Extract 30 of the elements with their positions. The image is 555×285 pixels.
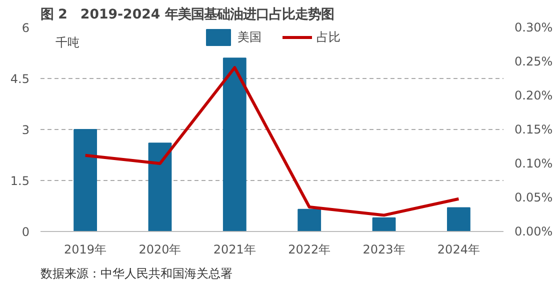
y2-tick-label: 0.05% — [514, 190, 553, 204]
y-tick-label: 1.5 — [10, 174, 30, 188]
bar — [74, 129, 98, 232]
y-tick-label: 6 — [22, 21, 30, 35]
bar — [148, 142, 172, 232]
x-tick-label: 2020年 — [138, 242, 182, 256]
y2-tick-label: 0.15% — [514, 122, 553, 136]
y2-tick-label: 0.25% — [514, 54, 553, 68]
y2-tick-label: 0.20% — [514, 88, 553, 102]
x-tick-label: 2021年 — [213, 242, 256, 256]
x-tick-label: 2019年 — [64, 242, 107, 256]
line-series — [84, 66, 460, 217]
bar — [372, 217, 396, 232]
bar — [298, 208, 322, 232]
y2-tick-label: 0.30% — [514, 20, 553, 34]
y-tick-label: 4.5 — [10, 72, 30, 86]
chart-title: 图 2 2019-2024 年美国基础油进口占比走势图 — [40, 6, 334, 22]
y-axis-title: 千吨 — [55, 36, 80, 50]
y-tick-label: 3 — [22, 123, 30, 137]
x-tick-label: 2023年 — [362, 242, 406, 256]
bar — [222, 58, 246, 232]
legend-label: 占比 — [316, 28, 340, 46]
bar — [446, 207, 470, 232]
x-tick-label: 2022年 — [288, 242, 331, 256]
legend-label: 美国 — [238, 28, 262, 46]
source-note: 数据来源：中华人民共和国海关总署 — [40, 266, 232, 280]
y-tick-label: 0 — [22, 225, 30, 239]
y2-tick-label: 0.10% — [514, 156, 553, 170]
y2-tick-label: 0.00% — [514, 224, 553, 238]
x-tick-label: 2024年 — [437, 242, 480, 256]
